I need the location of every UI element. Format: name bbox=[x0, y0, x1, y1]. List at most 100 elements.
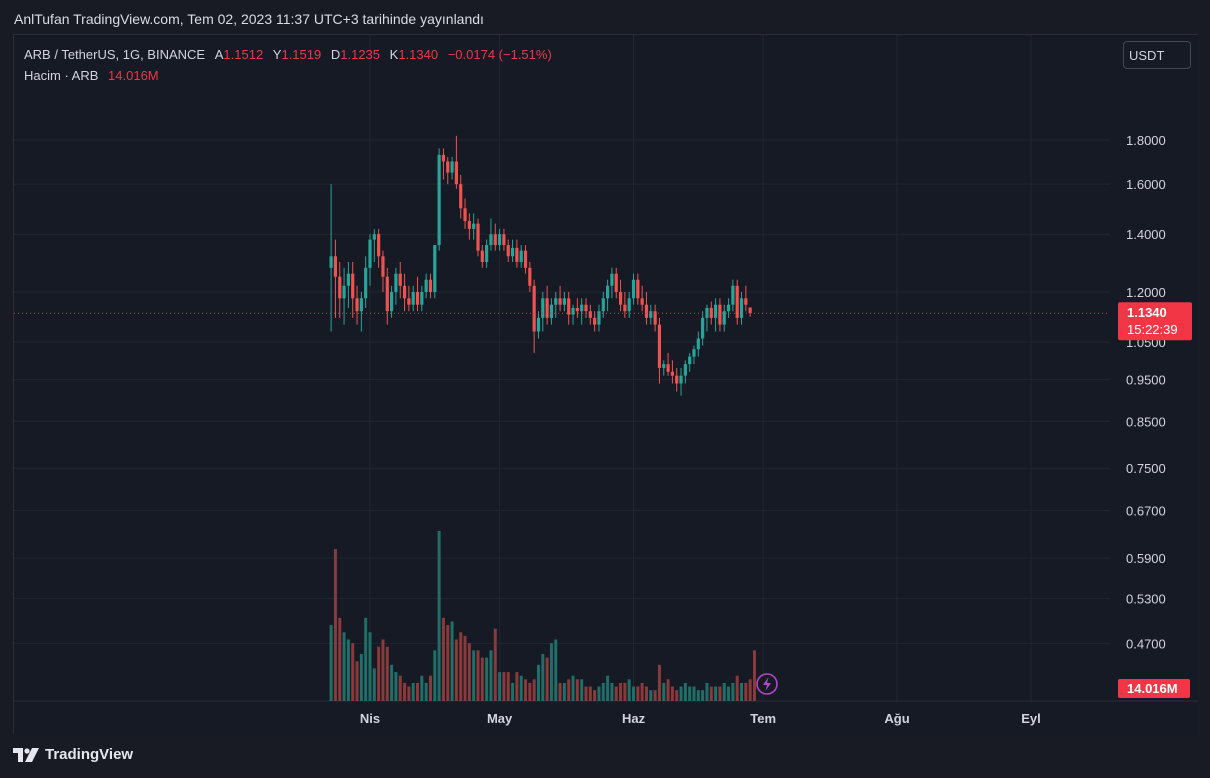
volume-bar bbox=[562, 682, 566, 701]
candle-body bbox=[649, 311, 653, 318]
volume-bar bbox=[705, 682, 709, 701]
candle-body bbox=[657, 324, 662, 368]
candle-body bbox=[355, 298, 359, 312]
volume-bar bbox=[623, 682, 627, 701]
candle-body bbox=[407, 298, 411, 305]
volume-bar bbox=[683, 682, 687, 701]
volume-bar bbox=[407, 686, 411, 701]
candle-body bbox=[575, 307, 579, 312]
volume-bar bbox=[744, 682, 748, 701]
volume-bar bbox=[346, 639, 350, 701]
volume-bar bbox=[450, 621, 454, 701]
volume-bar bbox=[575, 679, 579, 701]
volume-bar bbox=[493, 628, 497, 701]
volume-bar bbox=[428, 675, 432, 701]
volume-bar bbox=[541, 653, 545, 701]
legend-open-label: A bbox=[214, 47, 224, 62]
candle-body bbox=[459, 184, 463, 209]
y-tick-label: 0.5300 bbox=[1126, 591, 1166, 606]
lightning-bolt-icon bbox=[763, 677, 771, 691]
x-tick-label: Tem bbox=[750, 711, 776, 726]
candle-body bbox=[666, 364, 670, 372]
candle-body bbox=[428, 279, 433, 292]
tradingview-logo-icon bbox=[13, 747, 39, 762]
volume-bar bbox=[571, 675, 575, 701]
volume-bar bbox=[515, 672, 519, 701]
volume-bar bbox=[580, 679, 584, 701]
candle-body bbox=[644, 304, 649, 318]
volume-bar bbox=[709, 686, 713, 701]
candle-body bbox=[636, 279, 640, 299]
volume-bar bbox=[411, 682, 415, 701]
volume-bar bbox=[338, 617, 342, 701]
volume-bar bbox=[714, 686, 718, 701]
volume-bar bbox=[567, 679, 571, 701]
candlestick-chart[interactable]: 1.80001.60001.40001.20001.05000.95000.85… bbox=[14, 35, 1198, 735]
candle-body bbox=[562, 298, 566, 305]
candle-body bbox=[476, 223, 480, 251]
last-price-value: 1.1340 bbox=[1127, 305, 1167, 320]
candle-body bbox=[411, 292, 415, 305]
volume-bar bbox=[511, 682, 515, 701]
legend-close-label: K bbox=[389, 47, 399, 62]
candle-body bbox=[722, 311, 726, 325]
candle-body bbox=[333, 256, 338, 277]
volume-bar bbox=[735, 675, 739, 701]
volume-bar bbox=[666, 679, 670, 701]
legend-high: 1.1519 bbox=[281, 47, 322, 62]
candle-body bbox=[584, 304, 588, 312]
candle-body bbox=[597, 311, 601, 325]
candle-body bbox=[398, 273, 402, 286]
volume-bar bbox=[731, 682, 735, 701]
candle-body bbox=[346, 273, 350, 286]
volume-bar bbox=[394, 672, 398, 701]
candle-body bbox=[433, 245, 437, 292]
volume-bar bbox=[416, 682, 420, 701]
legend-symbol[interactable]: ARB / TetherUS, 1G, BINANCE bbox=[24, 47, 206, 62]
volume-bar bbox=[480, 657, 484, 701]
x-tick-label: May bbox=[487, 711, 513, 726]
volume-bar bbox=[653, 690, 657, 701]
volume-bar bbox=[748, 679, 752, 701]
candle-body bbox=[545, 298, 549, 318]
candle-body bbox=[558, 298, 562, 305]
legend-low: 1.1235 bbox=[340, 47, 381, 62]
publish-header: AnlTufan TradingView.com, Tem 02, 2023 1… bbox=[14, 11, 484, 27]
legend-change: −0.0174 (−1.51%) bbox=[447, 47, 552, 62]
volume-bar bbox=[476, 650, 480, 701]
volume-bar bbox=[549, 643, 553, 701]
legend-volume-row: Hacim · ARB 14.016M bbox=[24, 66, 552, 87]
candle-body bbox=[688, 356, 692, 365]
chart-panel[interactable]: 1.8000 1.6000 1.4000 1.2000 1.0500 0.9500 0.85… bbox=[13, 34, 1198, 735]
candle-body bbox=[571, 307, 575, 315]
volume-bar bbox=[644, 686, 648, 701]
volume-bar bbox=[454, 639, 458, 701]
volume-bar bbox=[670, 686, 674, 701]
candle-body bbox=[631, 279, 636, 299]
candle-body bbox=[614, 273, 618, 292]
legend-open: 1.1512 bbox=[223, 47, 264, 62]
y-tick-label: 0.5900 bbox=[1126, 551, 1166, 566]
volume-bar bbox=[446, 625, 450, 701]
candle-body bbox=[437, 154, 441, 246]
volume-bar bbox=[424, 682, 428, 701]
legend-volume-label[interactable]: Hacim · ARB bbox=[24, 68, 99, 83]
volume-bar bbox=[636, 686, 640, 701]
volume-bar bbox=[420, 675, 424, 701]
candle-body bbox=[394, 273, 398, 292]
volume-bar bbox=[597, 686, 601, 701]
volume-bar bbox=[463, 635, 467, 701]
candle-body bbox=[739, 298, 744, 318]
volume-bar bbox=[657, 664, 661, 701]
candle-body bbox=[714, 304, 718, 318]
candle-body bbox=[701, 317, 705, 339]
tradingview-logo[interactable]: TradingView bbox=[13, 746, 133, 763]
candle-body bbox=[420, 292, 424, 305]
candle-body bbox=[735, 285, 739, 318]
currency-button[interactable]: USDT bbox=[1123, 41, 1191, 69]
volume-bar bbox=[662, 682, 666, 701]
candle-body bbox=[359, 298, 363, 312]
candle-body bbox=[549, 304, 554, 318]
candle-body bbox=[506, 245, 510, 257]
volume-bar bbox=[485, 657, 489, 701]
